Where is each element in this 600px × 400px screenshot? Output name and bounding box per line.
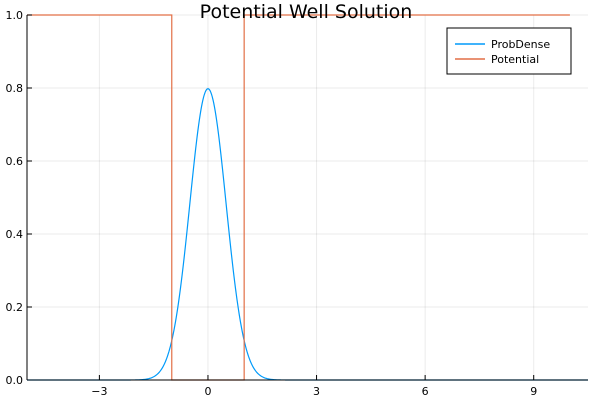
- legend-label-probdense: ProbDense: [491, 38, 550, 51]
- y-tick-label: 0.8: [6, 82, 24, 95]
- x-tick-label: −3: [91, 385, 107, 398]
- legend-box: [446, 27, 572, 75]
- x-tick-label: 6: [422, 385, 429, 398]
- tick-labels: −3 0 3 6 9 0.0 0.2 0.4 0.6 0.8 1.0: [6, 9, 538, 398]
- y-tick-label: 1.0: [6, 9, 24, 22]
- x-tick-label: 3: [313, 385, 320, 398]
- y-tick-label: 0.2: [6, 301, 24, 314]
- axes: [26, 14, 588, 381]
- y-tick-label: 0.4: [6, 228, 24, 241]
- legend: ProbDense Potential: [446, 27, 572, 75]
- y-tick-label: 0.6: [6, 155, 24, 168]
- legend-label-potential: Potential: [491, 53, 539, 66]
- x-tick-label: 9: [530, 385, 537, 398]
- y-tick-label: 0.0: [6, 374, 24, 387]
- chart-title: Potential Well Solution: [200, 1, 413, 23]
- x-tick-label: 0: [204, 385, 211, 398]
